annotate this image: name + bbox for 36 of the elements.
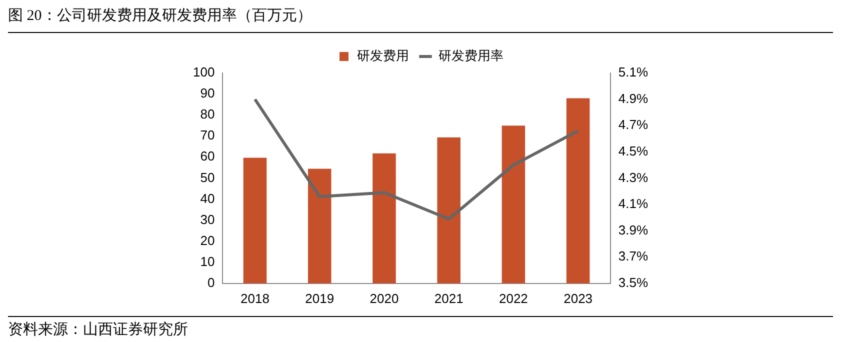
x-tick-label: 2021 (434, 290, 464, 306)
y-tick-label: 10 (200, 254, 215, 269)
x-tick-label: 2023 (564, 290, 593, 306)
y2-tick-label: 3.9% (618, 222, 648, 238)
x-tick-label: 2018 (240, 290, 270, 306)
y2-tick-label: 5.1% (618, 64, 648, 80)
y-tick-label: 0 (207, 274, 215, 290)
chart-title: 图 20：公司研发费用及研发费用率（百万元） (8, 6, 312, 25)
legend-label: 研发费用率 (438, 48, 504, 64)
text: 资料来源：山西证券研究所 (8, 320, 188, 339)
y2-tick-label: 4.1% (618, 196, 648, 212)
y2-tick-label: 4.9% (618, 90, 648, 106)
y2-tick-label: 3.7% (618, 248, 648, 264)
bar (566, 98, 590, 284)
bar (372, 153, 396, 284)
y-tick-label: 50 (200, 170, 215, 185)
y-tick-label: 60 (200, 148, 215, 164)
y-tick-label: 70 (200, 128, 215, 143)
x-tick-label: 2019 (305, 290, 334, 306)
bar (437, 137, 460, 284)
y-tick-label: 20 (200, 232, 215, 248)
x-tick-label: 2022 (498, 290, 528, 306)
y2-tick-label: 4.7% (618, 117, 648, 132)
y-tick-label: 40 (200, 190, 215, 206)
bar (308, 168, 332, 284)
bar (502, 126, 526, 284)
y-tick-label: 90 (200, 86, 215, 101)
bar (243, 158, 267, 284)
y-tick-label: 80 (200, 106, 215, 122)
y2-tick-label: 4.3% (618, 170, 648, 185)
y2-tick-label: 4.5% (618, 143, 648, 158)
y2-tick-label: 3.5% (618, 274, 648, 290)
legend-label: 研发费用 (357, 48, 409, 64)
y-tick-label: 100 (192, 64, 215, 80)
y-tick-label: 30 (200, 212, 215, 227)
x-tick-label: 2020 (370, 290, 399, 306)
